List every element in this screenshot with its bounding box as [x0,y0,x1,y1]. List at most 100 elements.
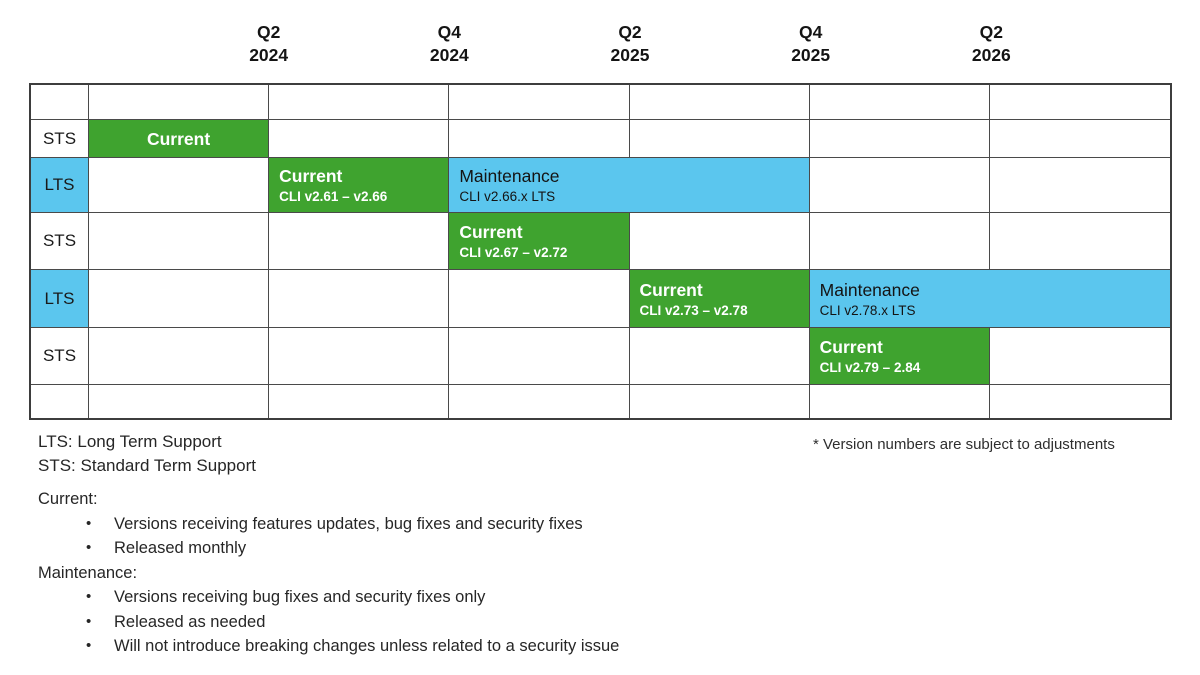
grid-cell [810,158,990,212]
timeline-row-spacer-6 [31,385,1170,418]
timeline-row-spacer-0 [31,85,1170,120]
grid-cell [990,328,1170,384]
bar-title: Current [459,222,523,242]
bullet-icon: • [86,637,92,654]
grid-cell [269,385,450,418]
legend-bullet-line: • Versions receiving bug fixes and securi… [38,585,619,610]
abbreviation-line: STS: Standard Term Support [38,456,256,475]
row-label-sts: STS [31,120,89,157]
bar-subtitle: CLI v2.73 – v2.78 [639,302,748,318]
bullet-icon: • [86,588,92,605]
bar-title: Current [146,128,211,149]
grid-cell [269,270,450,327]
year-label: 2025 [610,45,650,65]
bar-title: Current [639,279,703,300]
legend-bullet-line: • Will not introduce breaking changes unl… [38,634,619,659]
grid-cell [89,158,270,212]
grid-cell [810,120,990,157]
grid-cell [89,270,270,327]
grid-cell [630,120,810,157]
grid-cell [990,85,1170,119]
grid-cell [269,328,450,384]
bar-subtitle: CLI v2.79 – 2.84 [819,360,921,375]
bar-maintenance: Maintenance CLI v2.78.x LTS [809,270,1170,327]
grid-cell [449,270,630,327]
row-label-spacer [31,85,89,119]
grid-cell [810,385,990,418]
timeline-table: STS Current LTS Current CLI v2.61 – v2.66 Mai… [29,83,1172,420]
grid-cell [89,213,270,269]
bullet-text: Released monthly [114,539,247,557]
legend-bullet-line: • Versions receiving features updates, bu… [38,512,619,537]
grid-cell [810,213,990,269]
bar-title: Maintenance [819,279,920,300]
abbreviation-line: LTS: Long Term Support [38,432,222,451]
grid-cell [449,85,630,119]
grid-cell [810,85,990,119]
quarter-tick-q2-2025: Q2 2025 [611,21,650,67]
row-label-spacer [31,385,89,418]
grid-cell [449,385,630,418]
legend-heading: Maintenance: [38,563,138,582]
grid-cell [630,328,810,384]
grid-cell [630,85,810,119]
row-label-sts: STS [31,213,89,269]
grid-cell [630,213,810,269]
bar-subtitle: CLI v2.66.x LTS [459,189,556,204]
grid-cell [990,213,1170,269]
quarter-label: Q4 [437,22,461,42]
bar-current: Current CLI v2.61 – v2.66 [269,158,450,212]
year-label: 2024 [249,45,289,65]
year-label: 2024 [429,45,469,65]
timeline-row-lts-2: LTS Current CLI v2.61 – v2.66 Maintenance CL… [31,158,1170,213]
quarter-tick-q2-2024: Q2 2024 [249,21,288,67]
legend-heading: Current: [38,490,98,508]
legend-bullet-line: • Released monthly [38,536,619,561]
row-label-lts: LTS [31,270,89,327]
legend-bullet-line: • Released as needed [38,610,619,635]
bar-current: Current CLI v2.73 – v2.78 [629,270,810,327]
grid-cell [89,328,270,384]
bar-subtitle: CLI v2.61 – v2.66 [279,189,388,204]
bullet-text: Versions receiving features updates, bug… [114,514,583,533]
grid-cell [630,385,810,418]
bullet-text: Versions receiving bug fixes and securit… [114,588,486,606]
grid-cell [89,85,270,119]
bar-current: Current CLI v2.79 – 2.84 [809,328,990,384]
bar-title: Maintenance [459,166,560,186]
row-label-lts: LTS [31,158,89,212]
grid-cell [269,213,450,269]
quarter-label: Q2 [618,22,642,42]
bar-subtitle: CLI v2.67 – v2.72 [459,245,568,260]
timeline-row-sts-5: STS Current CLI v2.79 – 2.84 [31,328,1170,385]
quarter-label: Q2 [979,22,1003,42]
bar-title: Current [279,166,343,186]
quarter-tick-q4-2024: Q4 2024 [430,21,469,67]
grid-cell [990,385,1170,418]
quarter-label: Q4 [798,22,823,42]
legend-definitions: Current: • Versions receiving features upd… [38,487,619,659]
grid-cell [990,158,1170,212]
footnote: * Version numbers are subject to adjustm… [813,436,1115,453]
quarter-tick-q2-2026: Q2 2026 [972,21,1011,67]
timeline-row-lts-4: LTS Current CLI v2.73 – v2.78 Maintenance CL… [31,270,1170,328]
bullet-icon: • [86,612,92,630]
bullet-text: Will not introduce breaking changes unle… [114,637,620,655]
bar-current: Current CLI v2.67 – v2.72 [449,213,630,269]
grid-cell [89,385,270,418]
timeline-row-sts-3: STS Current CLI v2.67 – v2.72 [31,213,1170,270]
bar-current: Current [89,120,270,157]
row-label-sts: STS [31,328,89,384]
bar-subtitle: CLI v2.78.x LTS [819,302,916,318]
grid-cell [269,120,450,157]
grid-cell [449,328,630,384]
year-label: 2025 [791,45,831,65]
bar-title: Current [819,337,883,357]
bullet-icon: • [86,514,92,532]
timeline-row-sts-1: STS Current [31,120,1170,158]
legend-abbreviations: LTS: Long Term Support STS: Standard Term… [38,430,256,478]
grid-cell [449,120,630,157]
bar-maintenance: Maintenance CLI v2.66.x LTS [449,158,810,212]
quarter-tick-q4-2025: Q4 2025 [791,21,830,67]
